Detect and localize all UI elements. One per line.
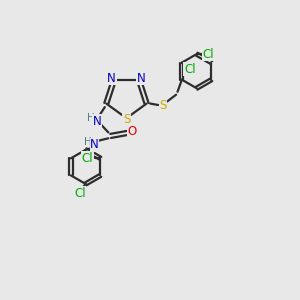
Text: Cl: Cl (184, 63, 196, 76)
Text: Cl: Cl (81, 152, 93, 165)
Text: N: N (137, 72, 146, 85)
Text: N: N (90, 138, 99, 151)
Text: S: S (159, 98, 166, 112)
Text: H: H (87, 113, 95, 123)
Text: Cl: Cl (74, 187, 85, 200)
Text: H: H (84, 137, 92, 147)
Text: O: O (128, 125, 137, 138)
Text: Cl: Cl (202, 48, 214, 61)
Text: N: N (107, 72, 116, 85)
Text: N: N (93, 115, 102, 128)
Text: S: S (123, 113, 130, 126)
